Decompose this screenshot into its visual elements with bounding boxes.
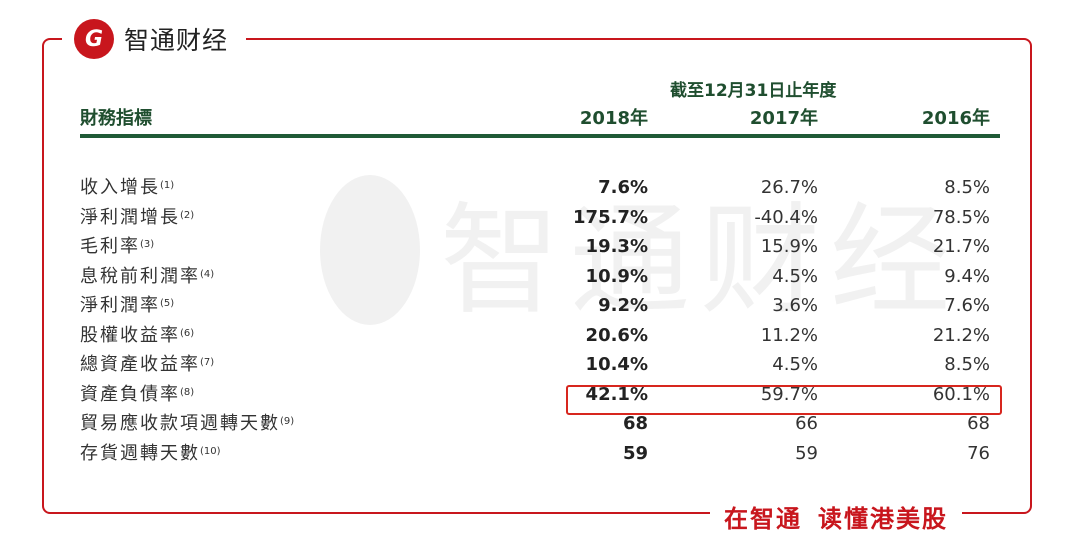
slogan-part-2: 读懂港美股	[818, 504, 948, 533]
row-label: 淨利潤增長	[80, 206, 180, 228]
value-2018: 59	[622, 442, 648, 464]
value-2018: 9.2%	[598, 295, 648, 316]
row-note: (8)	[180, 386, 195, 398]
value-2017: 11.2%	[760, 324, 818, 346]
highlight-box	[566, 385, 1002, 415]
row-label: 淨利潤率	[80, 295, 160, 316]
row-note: (5)	[160, 298, 175, 309]
row-label: 股權收益率	[80, 324, 180, 346]
indicator-header: 財務指標	[80, 108, 152, 129]
value-2018: 42.1%	[585, 383, 648, 405]
table-row: 淨利潤增長(2) 175.7% -40.4% 78.5%	[80, 203, 1000, 233]
value-2017: 66	[795, 413, 818, 434]
brand-header: G 智通财经	[62, 16, 247, 62]
brand-logo-icon: G	[74, 19, 114, 59]
value-2018: 7.6%	[598, 177, 648, 198]
row-note: (1)	[160, 180, 175, 191]
value-2017: -40.4%	[754, 206, 818, 228]
row-label: 資產負債率	[80, 383, 180, 405]
row-label: 總資產收益率	[80, 354, 200, 375]
value-2018: 19.3%	[585, 236, 648, 257]
table-header: 財務指標 2018年 2017年 2016年	[80, 104, 1000, 132]
row-label: 收入增長	[80, 177, 160, 198]
value-2018: 10.9%	[585, 265, 648, 287]
table-row: 存貨週轉天數(10) 59 59 76	[80, 439, 1000, 469]
row-label: 息稅前利潤率	[80, 265, 200, 287]
value-2016: 8.5%	[944, 177, 990, 198]
row-note: (2)	[180, 209, 195, 221]
row-label: 毛利率	[80, 236, 140, 257]
row-note: (6)	[180, 327, 195, 339]
year-header-2017: 2017年	[749, 108, 818, 129]
value-2016: 68	[967, 413, 990, 434]
period-header: 截至12月31日止年度	[670, 81, 837, 101]
slogan-part-1: 在智通	[724, 504, 802, 533]
table-row-highlighted: 資產負債率(8) 42.1% 59.7% 60.1%	[80, 380, 1000, 410]
table-row: 淨利潤率(5) 9.2% 3.6% 7.6%	[80, 291, 1000, 321]
value-2016: 9.4%	[944, 265, 990, 287]
value-2016: 7.6%	[944, 295, 990, 316]
row-note: (7)	[200, 357, 215, 368]
value-2018: 20.6%	[585, 324, 648, 346]
value-2017: 4.5%	[772, 354, 818, 375]
table-row: 總資產收益率(7) 10.4% 4.5% 8.5%	[80, 350, 1000, 380]
value-2017: 26.7%	[760, 177, 818, 198]
value-2017: 15.9%	[760, 236, 818, 257]
row-note: (3)	[140, 239, 155, 250]
value-2016: 78.5%	[932, 206, 990, 228]
header-divider	[80, 134, 1000, 138]
value-2016: 21.7%	[932, 236, 990, 257]
content-frame	[42, 38, 1032, 514]
value-2016: 60.1%	[932, 383, 990, 405]
value-2017: 59.7%	[760, 383, 818, 405]
table-body: 收入增長(1) 7.6% 26.7% 8.5% 淨利潤增長(2) 175.7% …	[80, 173, 1000, 468]
value-2018: 68	[622, 413, 648, 434]
table-row: 股權收益率(6) 20.6% 11.2% 21.2%	[80, 321, 1000, 351]
value-2017: 59	[795, 442, 818, 464]
value-2016: 76	[967, 442, 990, 464]
brand-name: 智通财经	[124, 26, 229, 55]
year-header-2016: 2016年	[921, 108, 990, 129]
table-row: 毛利率(3) 19.3% 15.9% 21.7%	[80, 232, 1000, 262]
table-row: 息稅前利潤率(4) 10.9% 4.5% 9.4%	[80, 262, 1000, 292]
value-2016: 21.2%	[932, 324, 990, 346]
row-note: (10)	[200, 445, 221, 457]
value-2016: 8.5%	[944, 354, 990, 375]
row-note: (9)	[280, 416, 295, 427]
table-row: 收入增長(1) 7.6% 26.7% 8.5%	[80, 173, 1000, 203]
row-note: (4)	[200, 268, 215, 280]
table-row: 貿易應收款項週轉天數(9) 68 66 68	[80, 409, 1000, 439]
row-label: 貿易應收款項週轉天數	[80, 413, 280, 434]
row-label: 存貨週轉天數	[80, 442, 200, 464]
year-header-2018: 2018年	[579, 108, 648, 129]
value-2018: 10.4%	[585, 354, 648, 375]
footer-slogan: 在智通 读懂港美股	[710, 496, 962, 536]
value-2017: 3.6%	[772, 295, 818, 316]
value-2017: 4.5%	[772, 265, 818, 287]
value-2018: 175.7%	[573, 206, 648, 228]
